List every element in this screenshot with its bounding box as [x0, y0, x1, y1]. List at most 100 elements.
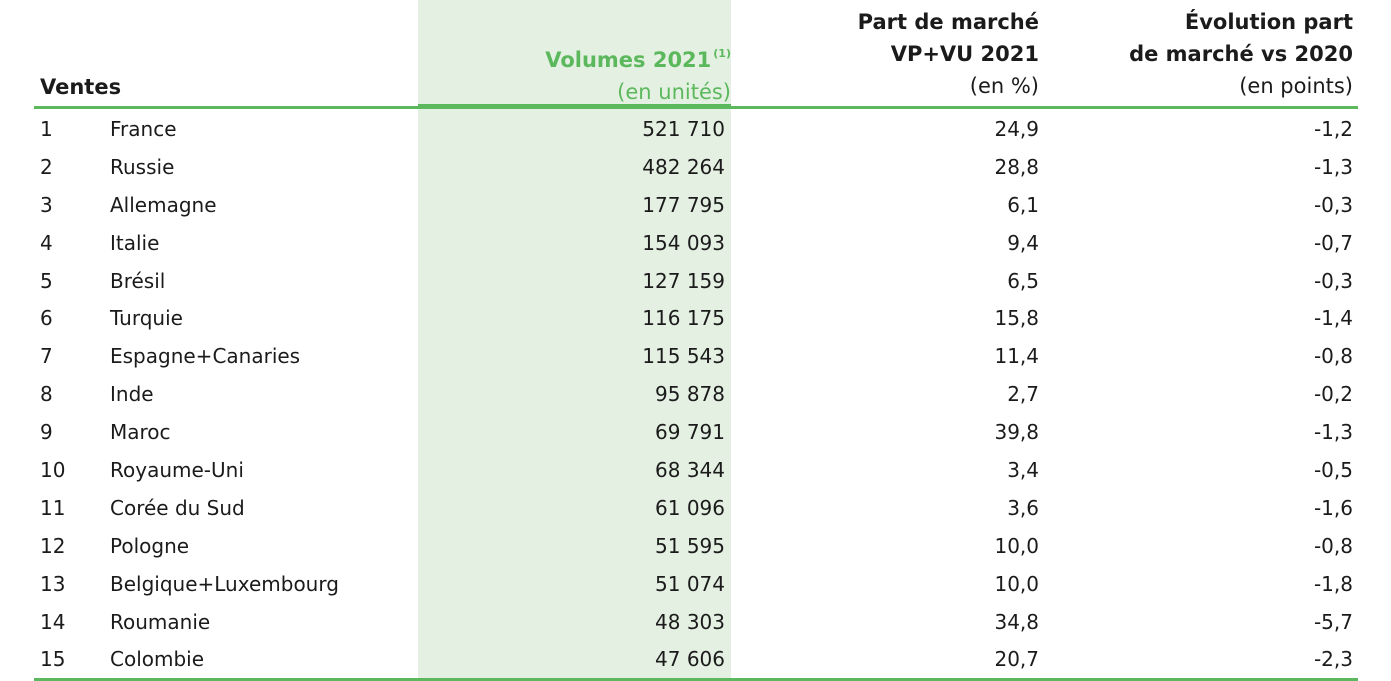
table-bottom-rule: [34, 678, 1358, 681]
country-cell: Turquie: [110, 306, 183, 331]
table-row: 2 Russie 482 264 28,8 -1,3: [34, 149, 1358, 187]
rank-cell: 3: [40, 192, 53, 217]
evolution-cell: -2,3: [1313, 647, 1353, 672]
country-cell: Belgique+Luxembourg: [110, 571, 339, 596]
part-cell: 15,8: [994, 306, 1039, 331]
country-cell: Allemagne: [110, 192, 217, 217]
evolution-cell: -0,8: [1313, 533, 1353, 558]
header-part-line2: VP+VU 2021: [890, 42, 1039, 66]
country-cell: Maroc: [110, 420, 171, 445]
table-row: 1 France 521 710 24,9 -1,2: [34, 111, 1358, 149]
volume-cell: 177 795: [642, 192, 725, 217]
evolution-cell: -0,3: [1313, 268, 1353, 293]
table-row: 13 Belgique+Luxembourg 51 074 10,0 -1,8: [34, 566, 1358, 604]
header-evolution: Évolution part de marché vs 2020 (en poi…: [1129, 6, 1353, 102]
evolution-cell: -5,7: [1313, 609, 1353, 634]
table-row: 7 Espagne+Canaries 115 543 11,4 -0,8: [34, 338, 1358, 376]
rank-cell: 11: [40, 495, 66, 520]
table-row: 5 Brésil 127 159 6,5 -0,3: [34, 263, 1358, 301]
evolution-cell: -1,3: [1313, 420, 1353, 445]
volume-cell: 68 344: [655, 458, 725, 483]
evolution-cell: -0,3: [1313, 192, 1353, 217]
part-cell: 6,1: [1007, 192, 1039, 217]
rank-cell: 2: [40, 154, 53, 179]
country-cell: France: [110, 117, 177, 141]
header-part-unit: (en %): [969, 74, 1039, 98]
header-part-de-marche: Part de marché VP+VU 2021 (en %): [858, 6, 1039, 102]
rank-cell: 4: [40, 230, 53, 255]
country-cell: Corée du Sud: [110, 495, 245, 520]
country-cell: Inde: [110, 382, 154, 407]
part-cell: 6,5: [1007, 268, 1039, 293]
header-volumes: Volumes 2021 (1) (en unités): [545, 38, 731, 108]
country-cell: Russie: [110, 154, 175, 179]
volume-cell: 154 093: [642, 230, 725, 255]
rank-cell: 15: [40, 647, 66, 672]
volume-cell: 127 159: [642, 268, 725, 293]
evolution-cell: -1,8: [1313, 571, 1353, 596]
part-cell: 11,4: [994, 344, 1039, 369]
table-row: 8 Inde 95 878 2,7 -0,2: [34, 376, 1358, 414]
evolution-cell: -0,7: [1313, 230, 1353, 255]
table-row: 14 Roumanie 48 303 34,8 -5,7: [34, 604, 1358, 642]
volumes-column-highlight: [418, 0, 731, 678]
rank-cell: 14: [40, 609, 66, 634]
volumes-header-underline: [418, 104, 731, 109]
evolution-cell: -1,2: [1313, 117, 1353, 141]
header-evol-unit: (en points): [1239, 74, 1353, 98]
rank-cell: 5: [40, 268, 53, 293]
volume-cell: 115 543: [642, 344, 725, 369]
evolution-cell: -1,6: [1313, 495, 1353, 520]
volume-cell: 116 175: [642, 306, 725, 331]
part-cell: 10,0: [994, 533, 1039, 558]
part-cell: 2,7: [1007, 382, 1039, 407]
country-cell: Royaume-Uni: [110, 458, 244, 483]
header-volumes-title: Volumes 2021: [545, 48, 712, 72]
evolution-cell: -1,4: [1313, 306, 1353, 331]
header-volumes-unit: (en unités): [617, 80, 731, 104]
table-row: 3 Allemagne 177 795 6,1 -0,3: [34, 187, 1358, 225]
volume-cell: 51 595: [655, 533, 725, 558]
volume-cell: 61 096: [655, 495, 725, 520]
volume-cell: 48 303: [655, 609, 725, 634]
volume-cell: 521 710: [642, 117, 725, 141]
part-cell: 28,8: [994, 154, 1039, 179]
part-cell: 39,8: [994, 420, 1039, 445]
header-ventes: Ventes: [40, 75, 122, 99]
table-row: 12 Pologne 51 595 10,0 -0,8: [34, 528, 1358, 566]
table-row: 11 Corée du Sud 61 096 3,6 -1,6: [34, 490, 1358, 528]
volume-cell: 95 878: [655, 382, 725, 407]
table-row: 6 Turquie 116 175 15,8 -1,4: [34, 300, 1358, 338]
part-cell: 3,4: [1007, 458, 1039, 483]
table-row: 9 Maroc 69 791 39,8 -1,3: [34, 414, 1358, 452]
volume-cell: 47 606: [655, 647, 725, 672]
sales-table: Ventes Volumes 2021 (1) (en unités) Part …: [34, 0, 1358, 681]
rank-cell: 6: [40, 306, 53, 331]
country-cell: Italie: [110, 230, 160, 255]
country-cell: Colombie: [110, 647, 205, 672]
rank-cell: 1: [40, 117, 53, 141]
header-evol-line2: de marché vs 2020: [1129, 42, 1353, 66]
footnote-marker: (1): [713, 47, 731, 60]
evolution-cell: -1,3: [1313, 154, 1353, 179]
country-cell: Brésil: [110, 268, 166, 293]
evolution-cell: -0,2: [1313, 382, 1353, 407]
country-cell: Espagne+Canaries: [110, 344, 301, 369]
part-cell: 9,4: [1007, 230, 1039, 255]
rank-cell: 10: [40, 458, 66, 483]
part-cell: 3,6: [1007, 495, 1039, 520]
rank-cell: 8: [40, 382, 53, 407]
rank-cell: 9: [40, 420, 53, 445]
table-body: 1 France 521 710 24,9 -1,2 2 Russie 482 264 28,…: [34, 111, 1358, 679]
volume-cell: 51 074: [655, 571, 725, 596]
header-part-line1: Part de marché: [857, 10, 1039, 34]
header-evol-line1: Évolution part: [1184, 10, 1353, 34]
part-cell: 24,9: [994, 117, 1039, 141]
evolution-cell: -0,8: [1313, 344, 1353, 369]
table-row: 4 Italie 154 093 9,4 -0,7: [34, 225, 1358, 263]
evolution-cell: -0,5: [1313, 458, 1353, 483]
part-cell: 20,7: [994, 647, 1039, 672]
rank-cell: 12: [40, 533, 66, 558]
volume-cell: 482 264: [642, 154, 725, 179]
rank-cell: 13: [40, 571, 66, 596]
